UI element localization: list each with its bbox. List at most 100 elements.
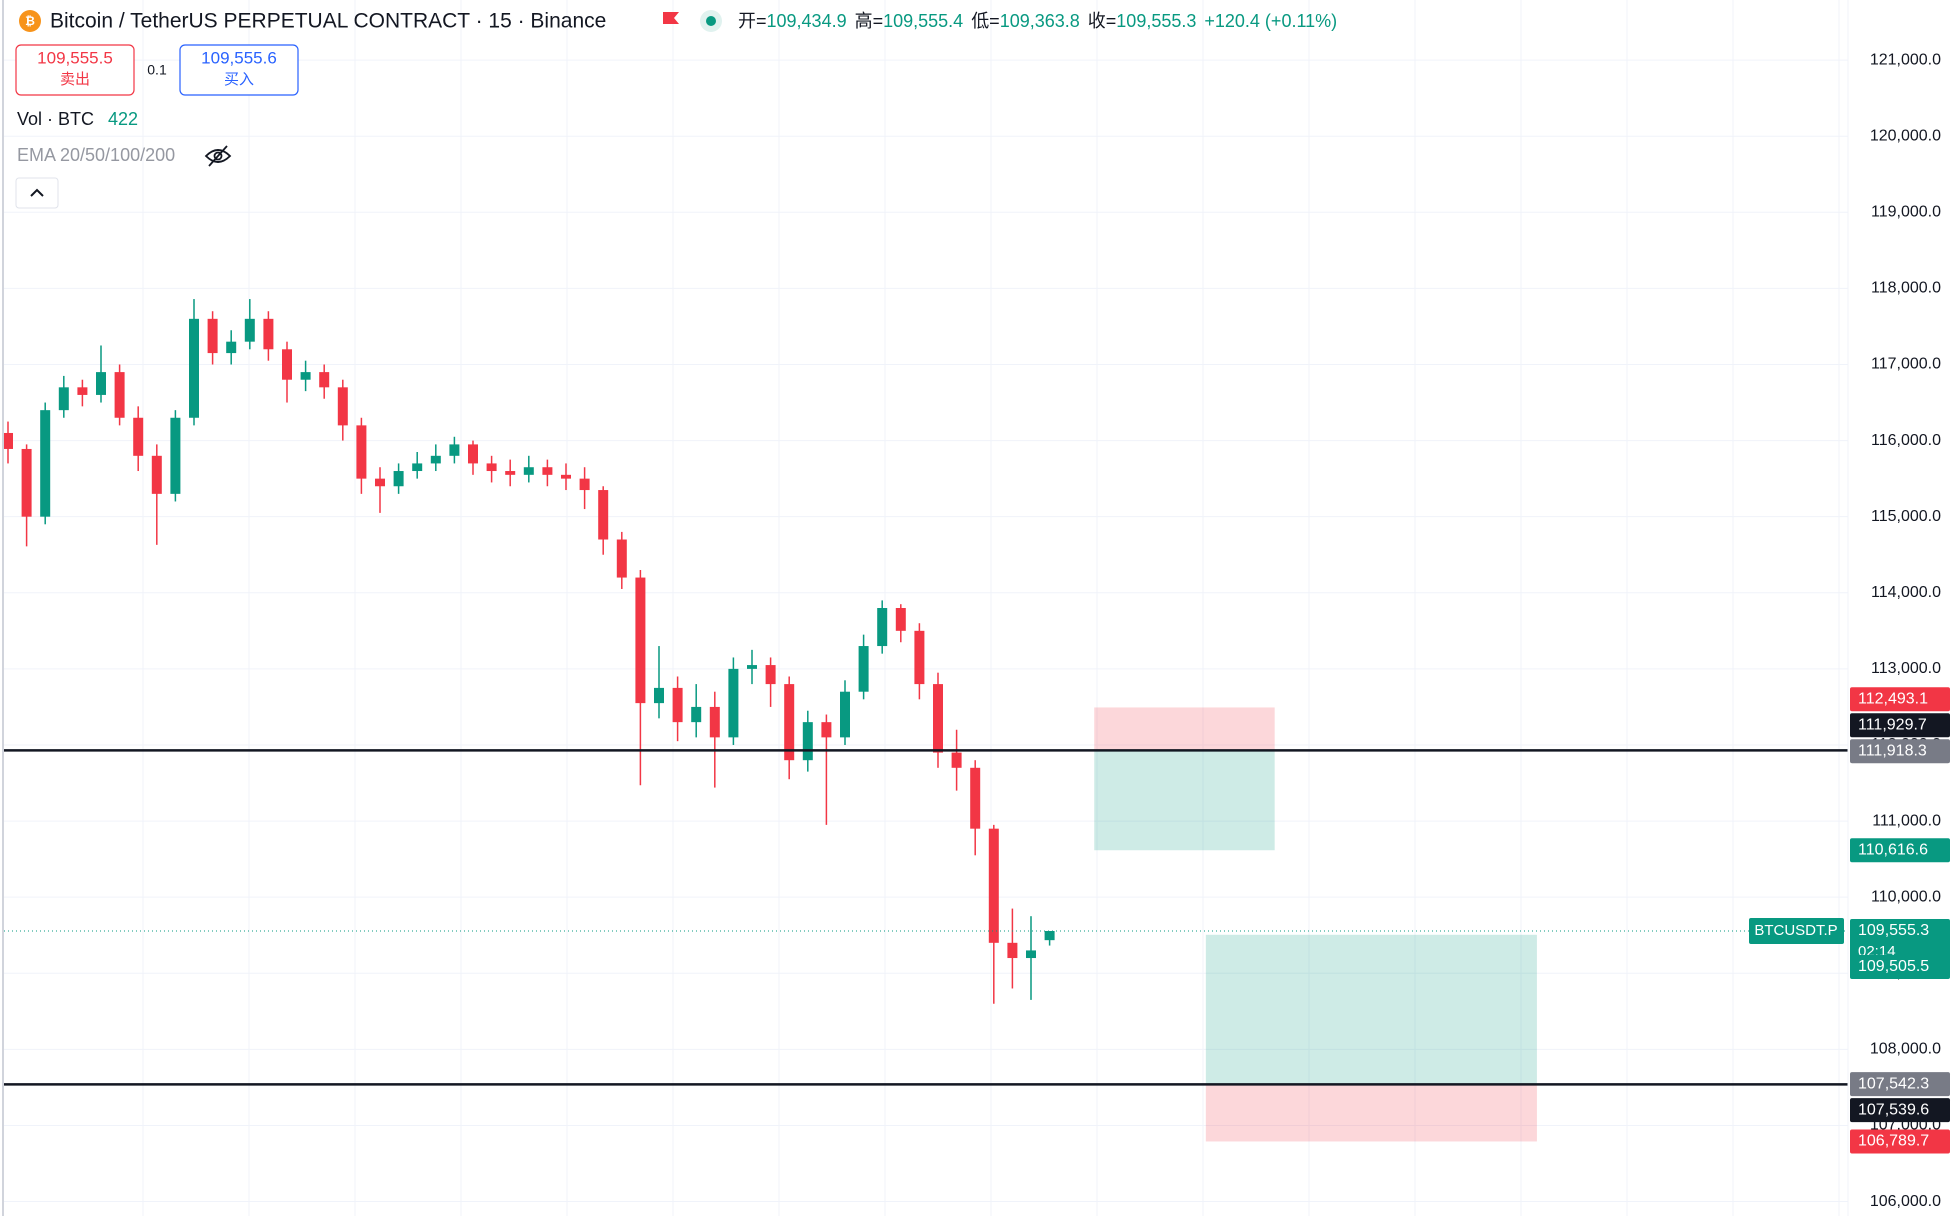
candle-body: [337, 387, 348, 426]
candle-body: [133, 417, 144, 456]
y-tick-label: 110,000.0: [1871, 888, 1941, 905]
position-stop-zone: [1205, 1084, 1537, 1142]
position-stop-zone: [1094, 707, 1275, 752]
hidden-icon[interactable]: [204, 145, 232, 167]
symbol-title[interactable]: Bitcoin / TetherUS PERPETUAL CONTRACT · …: [50, 10, 606, 33]
candle-body: [3, 432, 13, 449]
y-tick-label: 118,000.0: [1871, 280, 1941, 297]
candle-body: [970, 767, 981, 829]
candle-body: [114, 372, 125, 418]
candle-body: [561, 474, 571, 479]
candle-body: [951, 752, 962, 768]
candle-body: [914, 630, 925, 685]
candle-body: [226, 341, 237, 354]
candle-body: [858, 646, 869, 692]
caret-icon: [30, 188, 44, 197]
coin-glyph: ₿: [25, 14, 35, 28]
price-tag-label: 109,555.3: [1858, 922, 1929, 939]
y-tick-label: 108,000.0: [1870, 1041, 1941, 1058]
symbol-tag-bg: [1749, 918, 1844, 945]
candle-body: [635, 577, 646, 704]
price-tag-label: 107,542.3: [1858, 1075, 1929, 1092]
candle-body: [988, 828, 999, 943]
status-dot: [706, 16, 716, 26]
ema-label[interactable]: EMA 20/50/100/200: [17, 145, 175, 165]
ohlc-value: 109,434.9: [767, 11, 847, 31]
flag-icon[interactable]: [663, 12, 679, 24]
candle-body: [542, 467, 553, 475]
ohlc-key: 收=: [1088, 11, 1117, 31]
y-tick-label: 116,000.0: [1871, 432, 1941, 449]
candle-body: [616, 539, 627, 578]
collapse-button[interactable]: [15, 177, 59, 209]
candle-body: [598, 490, 609, 540]
candle-body: [691, 706, 702, 723]
price-axis: 106,000.0107,000.0108,000.0109,000.0110,…: [1850, 51, 1950, 1210]
change: +120.4 (+0.11%): [1204, 11, 1337, 31]
price-tag-label: 106,789.7: [1858, 1133, 1929, 1150]
price-tag-label: 111,929.7: [1858, 716, 1927, 733]
candle-body: [579, 478, 590, 491]
ohlc-key: 低=: [971, 11, 1000, 31]
y-tick-label: 113,000.0: [1871, 660, 1941, 677]
candle-body: [375, 478, 385, 487]
price-tag: [1850, 713, 1950, 738]
candle-body: [728, 668, 739, 738]
candle-body: [895, 608, 906, 631]
candle-body: [468, 444, 478, 464]
candle-body: [877, 608, 888, 647]
candle-body: [21, 448, 32, 517]
price-tag: [1850, 739, 1950, 764]
buy-button[interactable]: [179, 44, 299, 96]
ohlc-key: 高=: [855, 11, 884, 31]
coin-icon: [19, 10, 41, 32]
quantity: 0.1: [147, 62, 167, 78]
price-tag: [1850, 1129, 1950, 1154]
candle-body: [244, 318, 255, 342]
sell-label: 卖出: [60, 71, 90, 88]
candle-body: [300, 372, 311, 380]
candle-body: [282, 349, 292, 380]
y-tick-label: 106,000.0: [1870, 1193, 1941, 1210]
ohlc-legend: 开=109,434.9 高=109,555.4 低=109,363.8 收=109,5…: [738, 11, 1337, 31]
candle-body: [40, 410, 51, 517]
symbol-tag: BTCUSDT.P: [1754, 922, 1837, 939]
y-tick-label: 111,000.0: [1872, 812, 1941, 829]
y-tick-label: 115,000.0: [1871, 508, 1941, 525]
price-tag: [1850, 955, 1950, 980]
y-tick-label: 121,000.0: [1870, 51, 1941, 68]
candle-body: [449, 444, 460, 456]
buy-price: 109,555.6: [201, 48, 277, 67]
candle-body: [58, 387, 69, 411]
last-price-tag: [1850, 919, 1950, 964]
candle-body: [672, 687, 683, 723]
candle-body: [765, 665, 776, 685]
price-tag: [1850, 1098, 1950, 1123]
candle-body: [747, 665, 757, 669]
candle-body: [709, 706, 720, 738]
sell-button[interactable]: [15, 44, 135, 96]
candle-body: [319, 372, 330, 388]
candle-body: [207, 318, 218, 354]
volume-label[interactable]: Vol · BTC: [17, 109, 94, 129]
candle-body: [933, 684, 943, 753]
candle-body: [802, 722, 813, 761]
ohlc-key: 开=: [738, 11, 767, 31]
plot-area: BTCUSDT.P: [3, 0, 1848, 1216]
candle-body: [784, 684, 795, 761]
candle-body: [189, 318, 199, 418]
candle-body: [821, 722, 832, 738]
ohlc-value: 109,555.4: [883, 11, 963, 31]
candle-body: [840, 691, 850, 738]
price-tag-label: 112,493.1: [1858, 690, 1928, 707]
volume-value: 422: [108, 109, 138, 129]
candle-body: [1044, 931, 1055, 941]
price-tag-label: 111,918.3: [1858, 742, 1927, 759]
candle-body: [486, 463, 497, 472]
position-target-zone: [1094, 751, 1275, 851]
candle-body: [96, 372, 106, 395]
buy-label: 买入: [224, 71, 254, 88]
price-tag: [1850, 1072, 1950, 1097]
price-tag-label: 109,505.5: [1858, 958, 1929, 975]
candle-body: [654, 687, 664, 704]
